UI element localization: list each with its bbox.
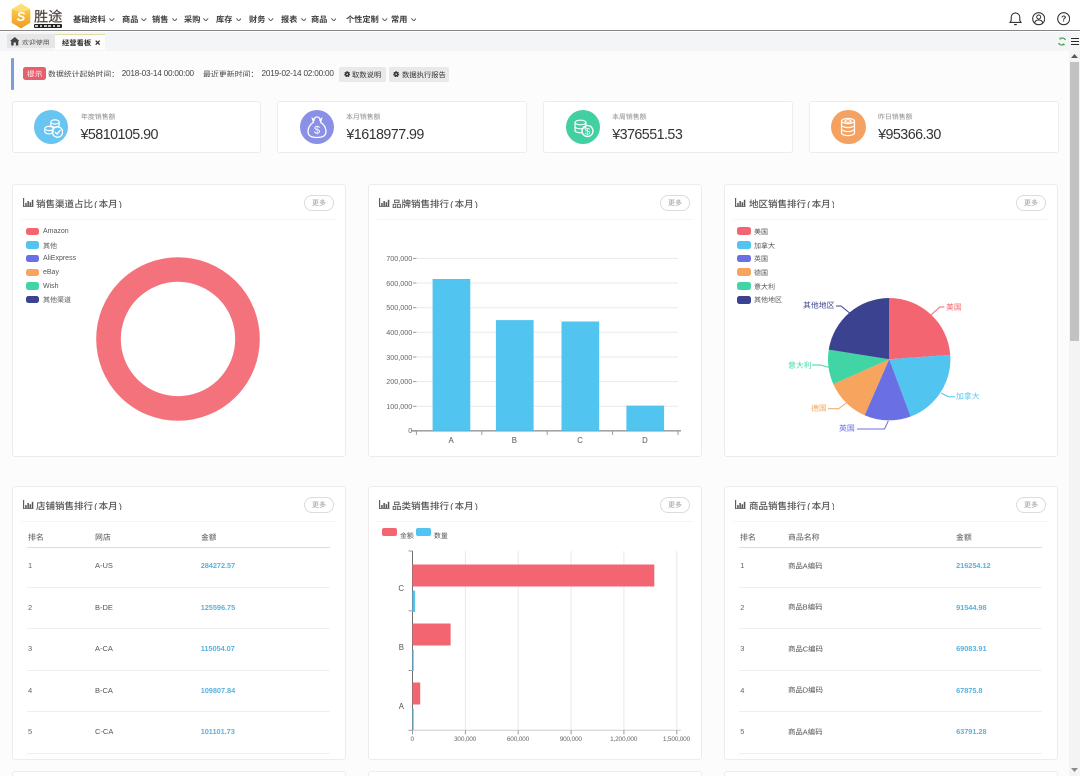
svg-text:): ) bbox=[831, 501, 834, 510]
svg-text:A: A bbox=[803, 728, 808, 735]
svg-text:): ) bbox=[119, 501, 122, 510]
svg-text:?: ? bbox=[1061, 14, 1066, 24]
svg-text:(: ( bbox=[807, 501, 811, 510]
svg-text:S: S bbox=[16, 9, 25, 24]
svg-text:(: ( bbox=[94, 199, 98, 208]
svg-text:B: B bbox=[803, 603, 808, 610]
svg-text:): ) bbox=[119, 199, 122, 208]
svg-text:A: A bbox=[803, 562, 808, 569]
svg-text:): ) bbox=[475, 501, 478, 510]
svg-text:(: ( bbox=[450, 501, 454, 510]
svg-text:): ) bbox=[831, 199, 834, 208]
svg-text:$: $ bbox=[585, 127, 591, 138]
svg-text:(: ( bbox=[807, 199, 811, 208]
svg-text:$: $ bbox=[314, 125, 320, 137]
svg-text:): ) bbox=[475, 199, 478, 208]
svg-text:C: C bbox=[803, 645, 809, 652]
svg-text:(: ( bbox=[94, 501, 98, 510]
svg-text:(: ( bbox=[450, 199, 454, 208]
svg-text:D: D bbox=[803, 686, 808, 693]
